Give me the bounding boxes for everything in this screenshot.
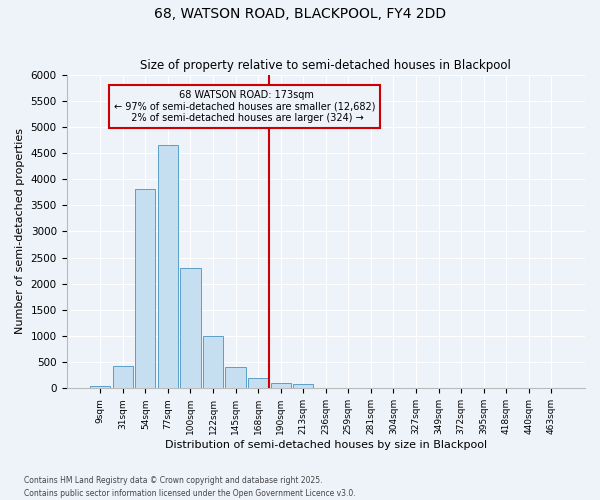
Bar	[113, 366, 133, 388]
Bar	[248, 378, 268, 388]
Title: Size of property relative to semi-detached houses in Blackpool: Size of property relative to semi-detach…	[140, 59, 511, 72]
X-axis label: Distribution of semi-detached houses by size in Blackpool: Distribution of semi-detached houses by …	[165, 440, 487, 450]
Text: 68, WATSON ROAD, BLACKPOOL, FY4 2DD: 68, WATSON ROAD, BLACKPOOL, FY4 2DD	[154, 8, 446, 22]
Bar	[203, 336, 223, 388]
Text: Contains HM Land Registry data © Crown copyright and database right 2025.
Contai: Contains HM Land Registry data © Crown c…	[24, 476, 356, 498]
Bar	[293, 384, 313, 388]
Bar	[158, 145, 178, 388]
Bar	[90, 386, 110, 388]
Bar	[226, 368, 246, 388]
Text: 68 WATSON ROAD: 173sqm
← 97% of semi-detached houses are smaller (12,682)
  2% o: 68 WATSON ROAD: 173sqm ← 97% of semi-det…	[114, 90, 376, 124]
Y-axis label: Number of semi-detached properties: Number of semi-detached properties	[15, 128, 25, 334]
Bar	[181, 268, 200, 388]
Bar	[271, 383, 291, 388]
Bar	[135, 188, 155, 388]
